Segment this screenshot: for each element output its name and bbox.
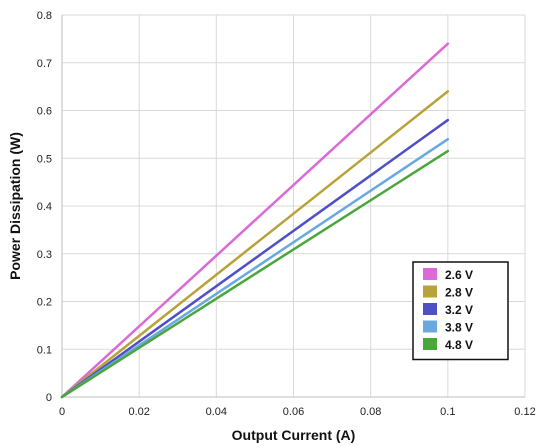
- y-tick-label: 0: [46, 392, 52, 404]
- y-tick-label: 0.6: [37, 106, 52, 118]
- series-line-3: [60, 118, 450, 399]
- x-tick-label: 0.04: [206, 406, 227, 418]
- legend-swatch: [423, 320, 437, 333]
- legend-label: 4.8 V: [445, 338, 473, 352]
- legend-label: 3.8 V: [445, 321, 473, 335]
- y-axis-title: Power Dissipation (W): [7, 132, 23, 280]
- series-lines: [60, 42, 450, 399]
- series-line-4: [60, 137, 450, 399]
- legend-label: 3.2 V: [445, 303, 473, 317]
- y-tick-label: 0.1: [37, 344, 52, 356]
- x-tick-label: 0.1: [440, 406, 455, 418]
- legend-swatch: [423, 285, 437, 298]
- x-tick-label: 0.02: [128, 406, 149, 418]
- legend-label: 2.8 V: [445, 286, 473, 300]
- y-tick-label: 0.3: [37, 249, 52, 261]
- legend-swatch: [423, 303, 437, 315]
- x-tick-label: 0.08: [360, 406, 381, 418]
- x-tick-label: 0.06: [283, 406, 304, 418]
- series-line-5: [60, 149, 450, 399]
- y-tick-label: 0.2: [37, 297, 52, 309]
- legend-swatch: [423, 338, 437, 350]
- x-tick-label: 0.12: [514, 406, 535, 418]
- legend-items: 2.6 V 2.8 V 3.2 V 3.8 V 4.8 V: [423, 268, 473, 352]
- legend-label: 2.6 V: [445, 268, 473, 282]
- y-tick-label: 0.5: [37, 153, 52, 165]
- y-tick-label: 0.4: [37, 201, 52, 213]
- series-line-2: [60, 90, 450, 399]
- y-tick-label: 0.7: [37, 58, 52, 70]
- x-axis-title: Output Current (A): [232, 427, 356, 443]
- grid-lines: [62, 14, 526, 397]
- x-tick-label: 0: [59, 406, 65, 418]
- tick-labels: 0 0.02 0.04 0.06 0.08 0.1 0.12 0 0.1 0.2 0.3 0.4 0.5…: [37, 10, 536, 418]
- legend-swatch: [423, 268, 437, 280]
- series-line-1: [60, 42, 450, 399]
- y-tick-label: 0.8: [37, 10, 52, 22]
- legend: 2.6 V 2.8 V 3.2 V 3.8 V 4.8 V: [412, 261, 509, 361]
- axes: [61, 15, 525, 398]
